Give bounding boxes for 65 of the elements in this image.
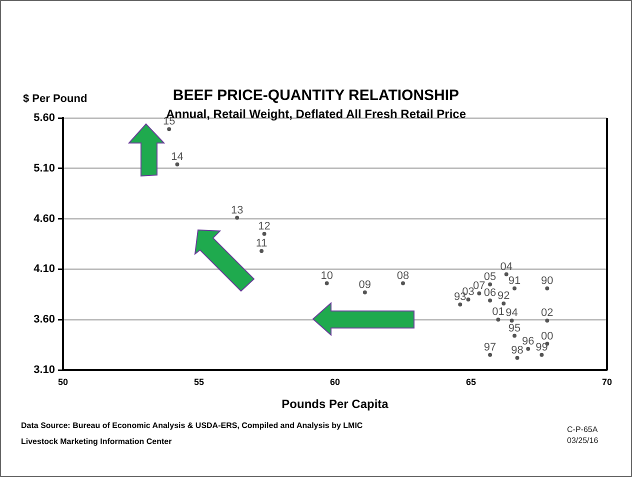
point: [167, 127, 172, 132]
point: [401, 281, 405, 286]
annotation: 02: [541, 307, 554, 320]
y-tick-label: 4.60: [34, 212, 55, 225]
point: [260, 249, 264, 254]
point: [502, 301, 506, 306]
annotation: 10: [320, 270, 333, 282]
annotation: 91: [508, 274, 521, 287]
annotation: 90: [541, 274, 554, 287]
y-axis-title: $ Per Pound: [23, 93, 88, 105]
annotation: 06: [484, 286, 496, 299]
point: [545, 286, 550, 290]
x-tick-label: 65: [466, 376, 476, 387]
annotation: 95: [508, 322, 521, 334]
annotation: 07: [473, 280, 486, 292]
point: [324, 281, 329, 286]
y-tick-label: 5.60: [34, 112, 55, 124]
point: [477, 291, 482, 296]
annotation: 13: [230, 204, 244, 216]
point: [512, 334, 517, 338]
annotation: 04: [500, 260, 512, 273]
annotation: 94: [506, 307, 518, 320]
point: [175, 162, 180, 166]
x-tick-label: 50: [58, 376, 68, 387]
annotation: 11: [256, 238, 268, 250]
point: [504, 272, 508, 276]
point: [526, 346, 530, 351]
point: [262, 232, 266, 236]
point: [362, 290, 367, 294]
point: [466, 297, 470, 302]
point: [512, 286, 517, 290]
annotation: 92: [498, 290, 510, 302]
annotation: 14: [171, 150, 184, 163]
x-tick-label: 70: [602, 376, 612, 387]
x-tick-label: 60: [330, 376, 340, 387]
y-tick-label: 3.10: [34, 364, 55, 376]
y-tick-label: 5.10: [34, 162, 55, 174]
point: [458, 302, 462, 306]
point: [488, 298, 492, 302]
x-tick-label: 55: [194, 376, 204, 387]
annotation: 98: [511, 344, 524, 356]
point: [510, 318, 514, 323]
annotation: 05: [484, 270, 496, 283]
text: Livestock Marketing Information Center: [21, 437, 172, 446]
point: [488, 282, 492, 286]
x-axis-title: Pounds Per Capita: [280, 397, 390, 411]
point: [488, 352, 492, 357]
point: [235, 216, 240, 220]
y-tick-label: 3.60: [34, 314, 55, 326]
annotation: 08: [396, 270, 410, 282]
text: 03/25/16: [567, 436, 598, 445]
point: [540, 352, 544, 357]
point: [496, 318, 500, 322]
point: [545, 318, 550, 323]
y-tick-label: 4.10: [34, 263, 55, 276]
annotation: 97: [484, 341, 496, 354]
point: [515, 356, 520, 360]
annotation: 09: [358, 278, 372, 291]
source-note: Data Source: Bureau of Economic Analysis & USDA-ERS, Compiled and Analysis by LMIC: [21, 421, 363, 430]
annotation: 12: [258, 220, 270, 232]
text: C-P-65A: [567, 425, 598, 434]
chart-title: BEEF PRICE-QUANTITY RELATIONSHIP: [172, 87, 460, 104]
annotation: 01: [492, 306, 504, 318]
annotation: 00: [541, 330, 554, 342]
annotation: 96: [522, 335, 534, 348]
